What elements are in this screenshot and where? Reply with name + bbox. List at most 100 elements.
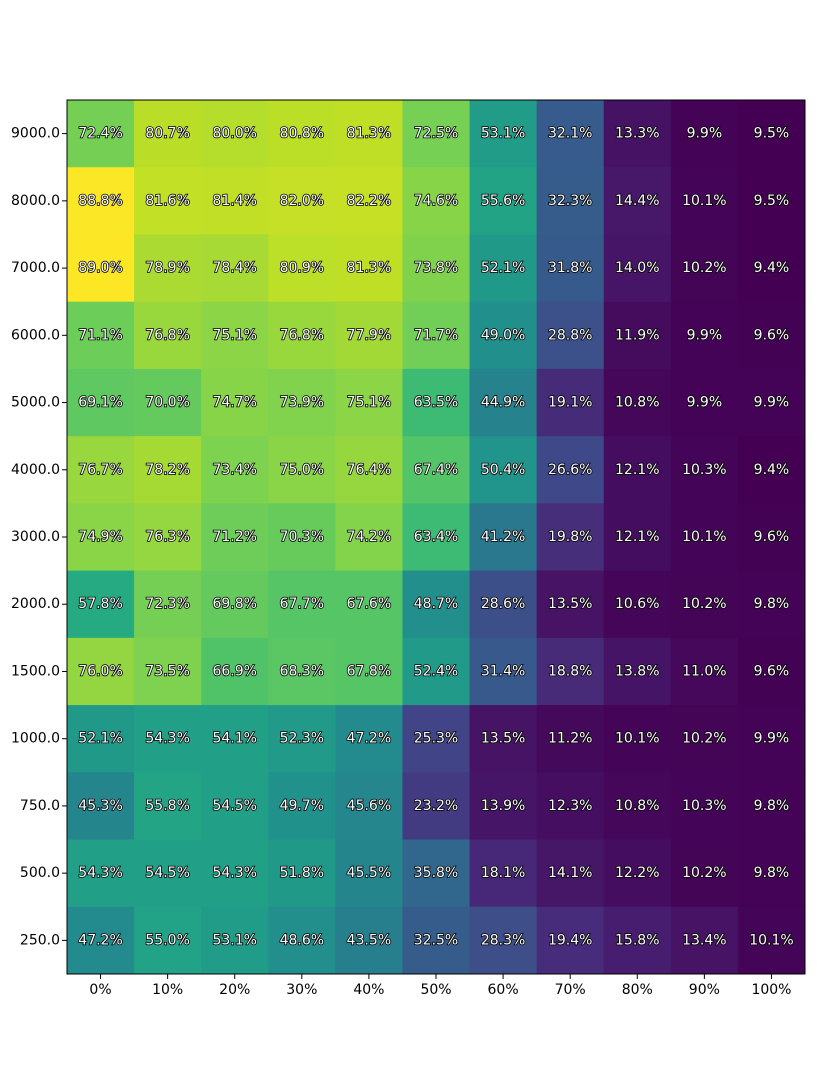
- heatmap-cell: [469, 705, 538, 773]
- heatmap-cell: [201, 906, 269, 975]
- heatmap-cell: [603, 436, 672, 504]
- cell-value-label: 74.6%: [414, 193, 458, 209]
- heatmap-cell: [201, 839, 269, 908]
- cell-value-label: 9.5%: [754, 193, 790, 209]
- y-axis: 9000.0 8000.0 7000.0 6000.0 5000.0 4000.0 3000…: [11, 126, 67, 948]
- heatmap-cell: [737, 368, 806, 437]
- heatmap-cell: [201, 503, 269, 572]
- heatmap-cell: [469, 906, 538, 975]
- cell-value-label: 18.8%: [548, 663, 592, 679]
- heatmap-cell: [201, 637, 269, 706]
- heatmap-cell: [268, 368, 336, 437]
- heatmap-cell: [335, 637, 403, 706]
- heatmap-cell: [536, 839, 605, 908]
- cell-value-label: 10.2%: [682, 865, 726, 881]
- heatmap-cell: [737, 100, 806, 168]
- heatmap-cell: [134, 167, 202, 235]
- cell-value-label: 57.8%: [78, 596, 122, 612]
- cell-value-label: 54.3%: [212, 865, 256, 881]
- heatmap-cell: [67, 772, 135, 841]
- heatmap-cell: [402, 436, 471, 504]
- heatmap-cell: [737, 772, 806, 841]
- cell-value-label: 70.0%: [145, 395, 189, 411]
- cell-value-label: 19.8%: [548, 529, 592, 545]
- heatmap-cell: [737, 301, 806, 370]
- heatmap-cell: [536, 906, 605, 975]
- cell-value-label: 68.3%: [280, 663, 324, 679]
- cell-value-label: 49.7%: [280, 798, 324, 814]
- cell-value-label: 35.8%: [414, 865, 458, 881]
- cell-value-label: 9.6%: [754, 663, 790, 679]
- x-tick-label: 30%: [286, 982, 317, 998]
- heatmap-cell: [402, 637, 471, 706]
- cell-value-label: 9.9%: [754, 731, 790, 747]
- heatmap-cell: [201, 167, 269, 235]
- heatmap-cell: [603, 772, 672, 841]
- heatmap-cell: [134, 772, 202, 841]
- cell-value-label: 48.7%: [414, 596, 458, 612]
- cell-value-label: 76.0%: [78, 663, 122, 679]
- cell-value-label: 71.2%: [212, 529, 256, 545]
- heatmap-cell: [201, 234, 269, 303]
- y-tick-label: 2000.0: [11, 596, 60, 612]
- cell-value-label: 66.9%: [212, 663, 256, 679]
- x-tick-label: 60%: [488, 982, 519, 998]
- cell-value-label: 31.4%: [481, 663, 525, 679]
- cell-value-label: 76.4%: [347, 462, 391, 478]
- heatmap-cell: [737, 637, 806, 706]
- cell-value-label: 88.8%: [78, 193, 122, 209]
- cell-value-label: 50.4%: [481, 462, 525, 478]
- heatmap-cell: [201, 436, 269, 504]
- cell-value-label: 9.8%: [754, 798, 790, 814]
- cell-value-label: 72.5%: [414, 126, 458, 142]
- heatmap-cell: [469, 436, 538, 504]
- cell-value-label: 10.1%: [682, 193, 726, 209]
- cell-value-label: 23.2%: [414, 798, 458, 814]
- heatmap-cell: [335, 234, 403, 303]
- x-axis: 0% 10% 20% 30% 40% 50% 60% 70% 80% 90% 100%: [89, 974, 791, 998]
- heatmap-cell: [469, 570, 538, 639]
- cell-value-label: 55.8%: [145, 798, 189, 814]
- cell-value-label: 11.2%: [548, 731, 592, 747]
- heatmap-cell: [737, 705, 806, 773]
- cell-value-label: 28.6%: [481, 596, 525, 612]
- cell-value-label: 72.3%: [145, 596, 189, 612]
- heatmap-cell: [268, 839, 336, 908]
- cell-value-label: 70.3%: [280, 529, 324, 545]
- cell-value-label: 63.5%: [414, 395, 458, 411]
- cell-value-label: 9.9%: [687, 327, 723, 343]
- heatmap-cell: [402, 167, 471, 235]
- heatmap-cell: [201, 301, 269, 370]
- cell-value-label: 13.9%: [481, 798, 525, 814]
- cell-value-label: 10.1%: [682, 529, 726, 545]
- cell-value-label: 10.3%: [682, 462, 726, 478]
- heatmap-cell: [536, 301, 605, 370]
- heatmap-cell: [268, 436, 336, 504]
- cell-value-label: 26.6%: [548, 462, 592, 478]
- heatmap-cell: [536, 570, 605, 639]
- y-tick-label: 6000.0: [11, 327, 60, 343]
- heatmap-cell: [402, 570, 471, 639]
- cell-value-label: 72.4%: [78, 126, 122, 142]
- cell-value-label: 82.2%: [347, 193, 391, 209]
- cell-value-label: 32.3%: [548, 193, 592, 209]
- cell-value-label: 80.8%: [280, 126, 324, 142]
- cell-value-label: 52.3%: [280, 731, 324, 747]
- cell-value-label: 9.6%: [754, 529, 790, 545]
- heatmap-cell: [402, 839, 471, 908]
- cell-value-label: 19.1%: [548, 395, 592, 411]
- cell-value-label: 74.9%: [78, 529, 122, 545]
- cell-value-label: 81.6%: [145, 193, 189, 209]
- heatmap-cell: [402, 100, 471, 168]
- heatmap-cell: [670, 772, 739, 841]
- cell-value-label: 75.0%: [280, 462, 324, 478]
- heatmap-cell: [134, 705, 202, 773]
- cell-value-label: 80.0%: [212, 126, 256, 142]
- heatmap-cell: [603, 301, 672, 370]
- cell-value-label: 78.4%: [212, 260, 256, 276]
- heatmap-cell: [134, 503, 202, 572]
- cell-value-label: 19.4%: [548, 932, 592, 948]
- cell-value-label: 52.1%: [78, 731, 122, 747]
- cell-value-label: 76.3%: [145, 529, 189, 545]
- cell-value-label: 78.2%: [145, 462, 189, 478]
